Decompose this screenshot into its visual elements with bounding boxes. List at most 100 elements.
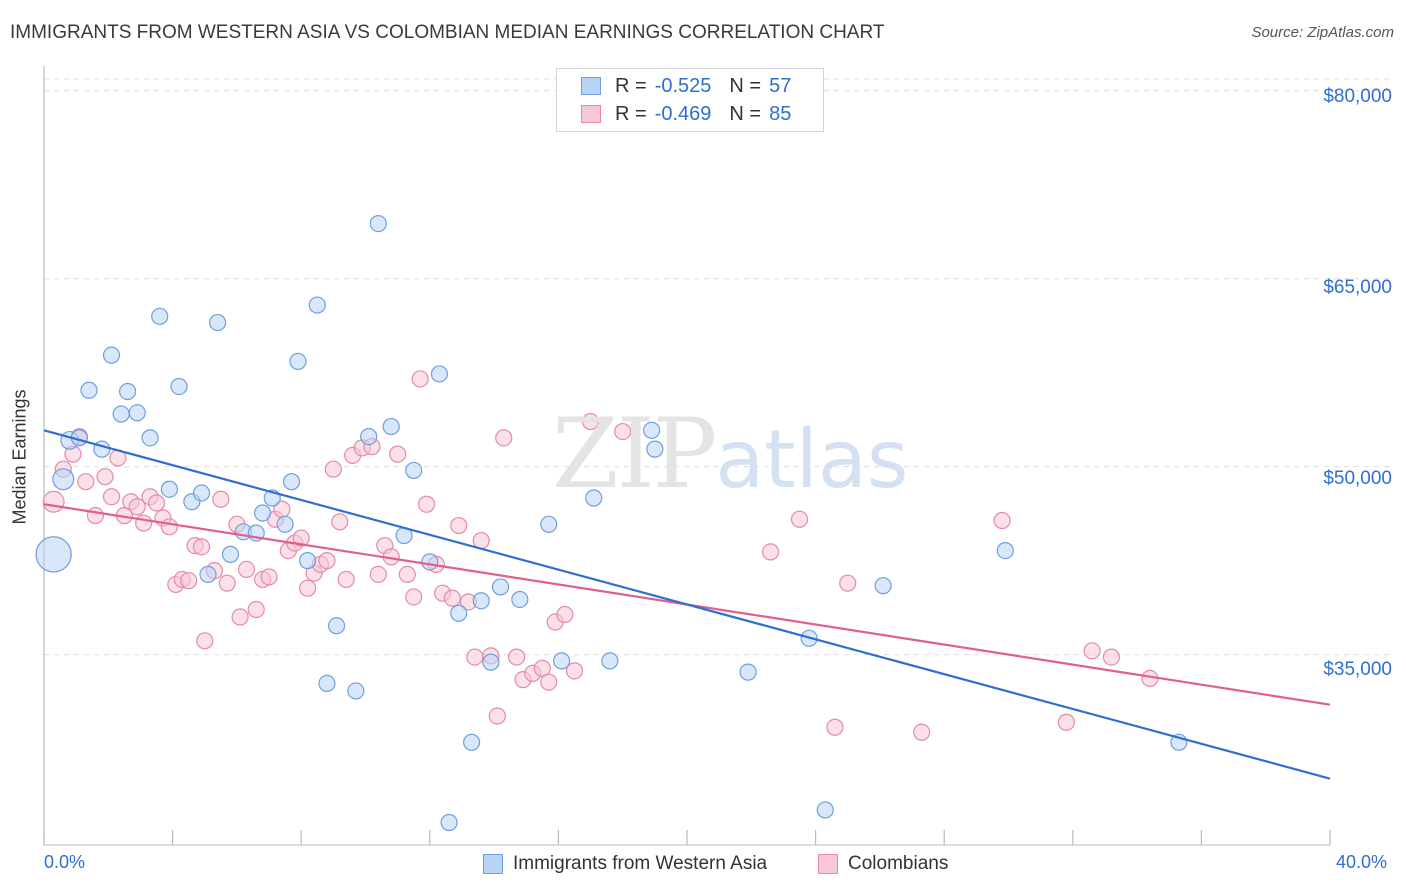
colombians-point [77,473,95,491]
colombians-swatch [581,105,601,123]
western-asia-point [327,617,346,635]
colombians-point [218,574,236,592]
western-asia-point [35,536,72,573]
western-asia-point [450,604,468,622]
western-asia-point [276,515,294,533]
colombians-point [839,574,857,592]
r-value: -0.525 [654,74,712,97]
western-asia-point [360,427,378,446]
n-value: 57 [769,74,792,97]
y-tick-label: $65,000 [1323,277,1392,298]
legend-label: Colombians [848,853,949,874]
western-asia-point [289,352,307,371]
western-asia-point [540,515,558,533]
colombians-point [212,490,230,508]
western-asia-point [141,429,159,447]
trend-lines [43,429,1331,780]
western-asia-point [646,440,664,458]
western-asia-point [369,215,387,233]
western-asia-point [491,578,510,596]
source-label: Source: ZipAtlas.com [1251,24,1394,41]
n-label: N = [729,74,762,97]
colombians-point [196,632,214,650]
colombians-point [1083,642,1101,660]
western-asia-point [318,674,336,693]
colombians-point [389,445,407,463]
western-asia-point [118,382,137,401]
colombians-point [761,543,780,561]
western-asia-point [472,592,490,610]
colombians-point [299,579,317,597]
colombians-point [443,589,461,607]
colombians-point [86,506,105,525]
colombians-point [324,460,342,478]
legend-row-western-asia: R = -0.525 N = 57 [581,72,791,100]
colombians-point [231,608,249,626]
western-asia-point [405,461,423,480]
western-asia-point [739,663,757,681]
western-asia-point [221,545,240,563]
western-asia-point [440,813,458,832]
colombians-point [96,468,114,486]
western-asia-swatch [483,854,503,874]
colombians-point [508,648,526,666]
colombians-point [993,511,1011,530]
x-tick-label-min: 0.0% [44,852,86,872]
western-asia-point [282,473,301,491]
colombians-swatch [818,854,838,874]
western-asia-point [151,307,169,325]
western-asia-point [347,682,365,700]
axes [43,66,1331,846]
series-western-asia-points [35,215,1188,832]
colombians-point [1057,713,1075,731]
western-asia-point [170,377,188,396]
legend-item-western-asia: Immigrants from Western Asia [483,852,767,876]
western-asia-point [643,421,661,439]
western-asia-point [382,417,400,436]
western-asia-point [209,313,227,332]
western-asia-point [160,480,178,498]
western-asia-point [996,542,1014,560]
colombians-point [495,429,513,447]
colombians-point [318,552,336,570]
western-asia-point [511,590,529,609]
western-asia-point [874,577,892,595]
colombians-point [247,600,265,619]
western-asia-trend-line [43,429,1331,780]
colombians-point [369,565,387,584]
western-asia-point [430,365,449,383]
colombians-point [337,570,355,589]
colombians-point [331,513,349,531]
r-label: R = [615,74,647,97]
western-asia-point [421,553,439,571]
colombians-point [192,538,211,556]
colombians-point [398,565,416,584]
n-label: N = [729,102,762,125]
western-asia-point [553,652,571,670]
r-value: -0.469 [654,102,712,125]
colombians-point [417,495,436,513]
chart-title: IMMIGRANTS FROM WESTERN ASIA VS COLOMBIA… [10,22,885,43]
colombians-point [790,510,809,528]
western-asia-swatch [581,77,601,95]
colombians-point [411,370,429,388]
colombians-point [180,572,198,590]
x-tick-label-max: 40.0% [1336,852,1388,872]
colombians-point [540,673,558,691]
colombians-point [466,648,484,666]
colombians-point [237,560,256,578]
western-asia-point [299,552,317,570]
western-asia-point [52,468,75,491]
western-asia-point [254,504,272,522]
colombians-point [147,494,166,512]
western-asia-point [112,405,130,423]
western-asia-point [585,489,603,507]
western-asia-point [308,296,326,314]
n-value: 85 [769,102,792,125]
western-asia-point [102,346,121,364]
colombians-point [614,422,632,441]
western-asia-point [199,565,217,584]
colombians-point [128,498,146,516]
western-asia-point [192,484,211,502]
